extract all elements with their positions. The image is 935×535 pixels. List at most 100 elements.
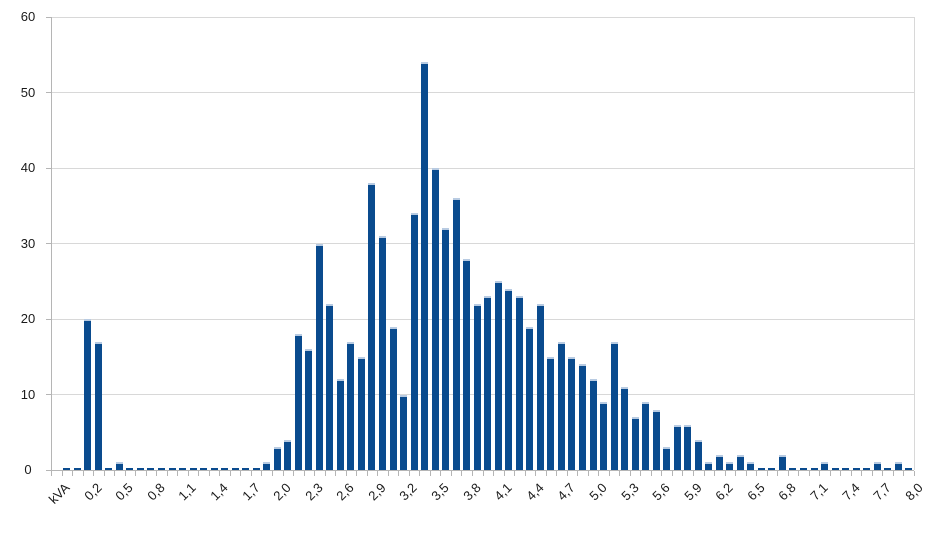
x-axis-tick	[777, 471, 779, 476]
bar	[684, 424, 692, 470]
x-axis-tick	[493, 471, 495, 476]
bar	[336, 379, 344, 470]
bar	[421, 62, 429, 470]
y-axis-label: 0	[24, 462, 32, 477]
x-axis-tick	[703, 471, 705, 476]
bar	[778, 454, 786, 470]
x-axis-label: 0,8	[144, 480, 168, 504]
bar	[663, 447, 671, 470]
x-axis-label: 2,6	[333, 480, 358, 504]
bar	[294, 334, 302, 470]
bar-zero-dash	[136, 468, 144, 470]
bar	[379, 235, 387, 470]
y-axis-tick	[46, 167, 51, 169]
x-axis-tick	[440, 471, 442, 476]
bar-zero-dash	[147, 468, 155, 470]
x-axis-tick	[366, 471, 368, 476]
bar	[494, 281, 502, 470]
bar-zero-dash	[831, 468, 839, 470]
bar-zero-dash	[799, 468, 807, 470]
bar	[463, 258, 471, 470]
x-axis-tick	[524, 471, 526, 476]
x-axis-tick	[629, 471, 631, 476]
x-axis-tick	[724, 471, 726, 476]
x-axis-tick	[787, 471, 789, 476]
bar	[694, 439, 702, 470]
x-axis-tick	[903, 471, 905, 476]
bar-zero-dash	[789, 468, 797, 470]
x-axis-label: 2,9	[365, 480, 389, 504]
bar-zero-dash	[210, 468, 218, 470]
bar	[515, 296, 523, 470]
bar	[578, 364, 586, 470]
bar	[894, 462, 902, 470]
bar	[389, 326, 397, 470]
x-axis-tick	[51, 471, 52, 476]
bar	[315, 243, 323, 470]
bar	[536, 303, 544, 470]
x-axis-tick	[892, 471, 894, 476]
x-axis-tick	[93, 471, 95, 476]
bar	[642, 402, 650, 470]
x-axis-label: kVA	[46, 480, 73, 507]
x-axis-tick	[535, 471, 537, 476]
bar	[705, 462, 713, 470]
x-axis-tick	[861, 471, 863, 476]
x-axis-label: 3,2	[396, 480, 421, 504]
x-axis-tick	[250, 471, 252, 476]
x-axis-label: 3,8	[459, 480, 484, 504]
x-axis-tick	[514, 471, 516, 476]
x-axis-tick	[303, 471, 305, 476]
x-axis-tick	[471, 471, 473, 476]
x-axis-tick	[345, 471, 347, 476]
bar-zero-dash	[768, 468, 776, 470]
x-axis-tick	[682, 471, 684, 476]
x-axis-label: 4,7	[554, 480, 579, 504]
bar	[347, 341, 355, 470]
y-axis-label: 30	[20, 235, 36, 251]
bar	[821, 462, 829, 470]
x-axis-tick	[135, 471, 137, 476]
x-axis-tick	[198, 471, 200, 476]
bar	[400, 394, 408, 470]
bar	[610, 341, 618, 470]
bar	[431, 168, 439, 470]
x-axis-label: 5,6	[649, 480, 673, 504]
bar	[631, 417, 639, 470]
x-axis-tick	[871, 471, 873, 476]
x-axis-tick	[408, 471, 410, 476]
bar	[484, 296, 492, 470]
y-axis-label: 50	[20, 84, 36, 100]
x-axis-label: 6,5	[744, 480, 768, 504]
x-axis-tick	[619, 471, 621, 476]
x-axis-tick	[840, 471, 842, 476]
y-gridline	[51, 243, 914, 244]
bar-zero-dash	[200, 468, 208, 470]
x-axis-tick	[608, 471, 610, 476]
bar-zero-dash	[63, 468, 71, 470]
x-axis-tick	[114, 471, 116, 476]
x-axis-tick	[293, 471, 295, 476]
x-axis-tick	[461, 471, 463, 476]
bar-zero-dash	[852, 468, 860, 470]
x-axis-tick	[208, 471, 210, 476]
y-axis-label: 60	[20, 9, 36, 24]
x-axis-tick	[61, 471, 63, 476]
x-axis-tick	[808, 471, 810, 476]
x-axis-label: 6,2	[712, 480, 736, 504]
x-axis-label: 3,5	[428, 480, 452, 504]
bar-zero-dash	[905, 468, 913, 470]
x-axis-line	[46, 470, 914, 471]
x-axis-label: 8,0	[901, 480, 926, 504]
bar	[715, 454, 723, 470]
x-axis-label: 7,4	[838, 480, 863, 504]
x-axis-tick	[219, 471, 221, 476]
y-axis-tick	[46, 394, 51, 395]
x-axis-tick	[598, 471, 600, 476]
bar	[473, 303, 481, 470]
bar-zero-dash	[158, 468, 165, 470]
x-axis-tick	[187, 471, 189, 476]
y-axis-line	[51, 17, 52, 475]
bar-zero-dash	[168, 468, 176, 470]
x-axis-label: 1,1	[175, 480, 200, 504]
